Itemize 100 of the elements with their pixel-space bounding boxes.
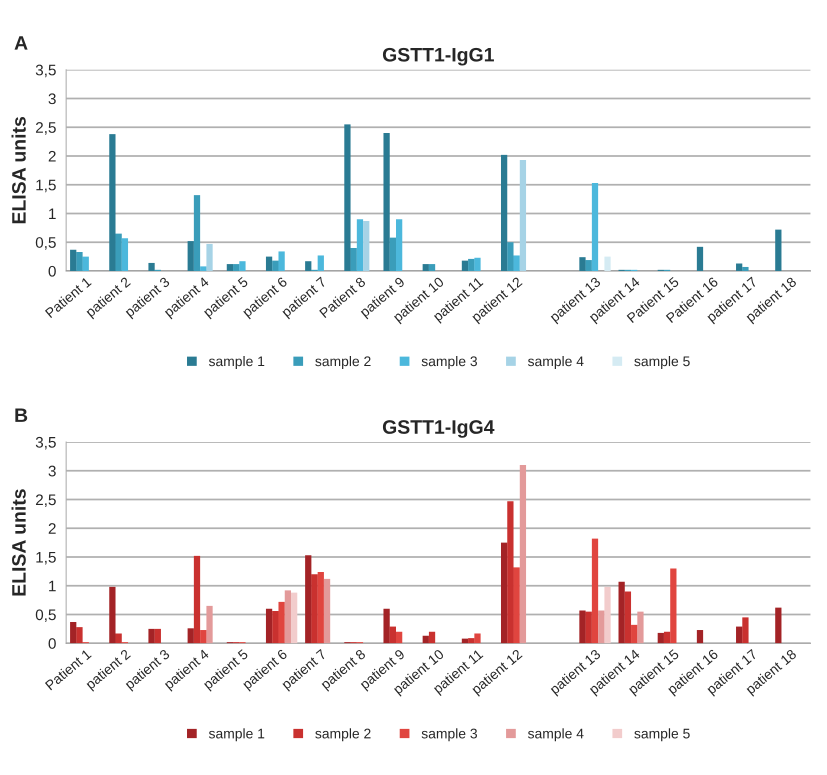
- bar: [148, 262, 155, 271]
- bar: [363, 220, 370, 271]
- bar: [586, 260, 592, 271]
- legend-label: sample 4: [528, 728, 584, 742]
- y-tick-label: 1: [49, 580, 56, 592]
- bar: [70, 250, 76, 271]
- bar: [390, 238, 396, 271]
- bar: [598, 610, 604, 644]
- bar: [200, 266, 206, 271]
- bar: [76, 252, 83, 271]
- bar: [604, 256, 611, 271]
- bar: [350, 248, 357, 271]
- bar: [775, 608, 782, 644]
- y-tick-label: 0,5: [36, 609, 56, 622]
- text: B: [15, 408, 28, 422]
- bar: [775, 230, 782, 271]
- y-tick-label: 2: [48, 523, 56, 534]
- bar: [468, 258, 474, 271]
- bar: [284, 590, 292, 644]
- bar: [579, 610, 586, 644]
- bar: [468, 638, 474, 644]
- legend-label: sample 2: [315, 356, 371, 369]
- bar: [200, 630, 206, 644]
- bar: [670, 568, 676, 644]
- bar: [658, 632, 664, 644]
- bar: [272, 260, 278, 271]
- bar: [736, 626, 742, 644]
- bar: [742, 617, 749, 644]
- bar: [474, 258, 481, 271]
- bar: [520, 465, 526, 644]
- bar: [70, 622, 76, 644]
- bar: [500, 154, 508, 271]
- bar: [109, 134, 116, 271]
- legend-label: sample 3: [422, 728, 477, 742]
- bar: [278, 251, 285, 271]
- bar: [154, 628, 161, 644]
- bar: [239, 261, 246, 271]
- y-tick-label: 2: [48, 150, 56, 162]
- bar: [272, 611, 278, 644]
- bar: [507, 242, 514, 271]
- bar: [76, 627, 83, 644]
- bar: [586, 612, 592, 644]
- chart-title: GSTT1-IgG4: [382, 420, 494, 438]
- bar: [428, 632, 436, 644]
- bar: [318, 255, 324, 271]
- y-axis-title: ELISA units: [12, 116, 26, 224]
- y-tick-label: 3,5: [36, 64, 56, 78]
- bar: [637, 612, 644, 644]
- legend-label: sample 1: [208, 728, 264, 742]
- bar: [233, 264, 240, 271]
- text: A: [14, 36, 28, 50]
- bar: [324, 578, 330, 644]
- bar: [520, 160, 526, 271]
- bar: [311, 574, 318, 644]
- bar: [664, 632, 670, 644]
- bar: [291, 592, 298, 644]
- bar: [462, 638, 468, 644]
- y-tick-label: 3: [48, 466, 56, 476]
- bar: [462, 260, 468, 271]
- legend-label: sample 3: [422, 356, 477, 369]
- bar: [318, 572, 324, 644]
- y-axis-title: ELISA units: [12, 489, 26, 596]
- y-tick-label: 1,5: [36, 552, 56, 564]
- bar: [579, 257, 586, 271]
- bar: [604, 586, 611, 644]
- bar: [82, 256, 89, 271]
- bar: [631, 624, 638, 644]
- bar: [507, 501, 514, 644]
- bar: [116, 633, 122, 644]
- bar: [148, 628, 155, 644]
- bar: [266, 608, 272, 644]
- y-tick-label: 1: [49, 208, 56, 220]
- bar: [474, 633, 481, 644]
- bar: [305, 261, 312, 271]
- bar: [624, 592, 632, 644]
- bar: [188, 241, 194, 271]
- bar: [514, 255, 520, 271]
- chart-title: GSTT1-IgG1: [382, 48, 494, 66]
- bar: [422, 264, 429, 271]
- bar: [592, 183, 598, 271]
- bar: [356, 219, 364, 271]
- y-tick-label: 2,5: [36, 494, 56, 508]
- legend-label: sample 5: [634, 356, 690, 369]
- bar: [390, 626, 396, 644]
- y-tick-label: 0,5: [36, 237, 56, 250]
- bar: [109, 586, 116, 644]
- legend-label: sample 1: [208, 356, 264, 369]
- bar: [396, 219, 402, 271]
- bar: [383, 608, 390, 644]
- bar: [383, 132, 390, 271]
- legend-label: sample 5: [634, 728, 690, 742]
- bar: [194, 556, 200, 644]
- bar: [278, 602, 285, 644]
- bar: [305, 555, 312, 644]
- bar: [116, 234, 122, 271]
- y-tick-label: 0: [48, 266, 56, 277]
- bar: [206, 606, 213, 644]
- bar: [188, 628, 194, 644]
- bar: [696, 630, 704, 644]
- y-tick-label: 1,5: [36, 180, 56, 192]
